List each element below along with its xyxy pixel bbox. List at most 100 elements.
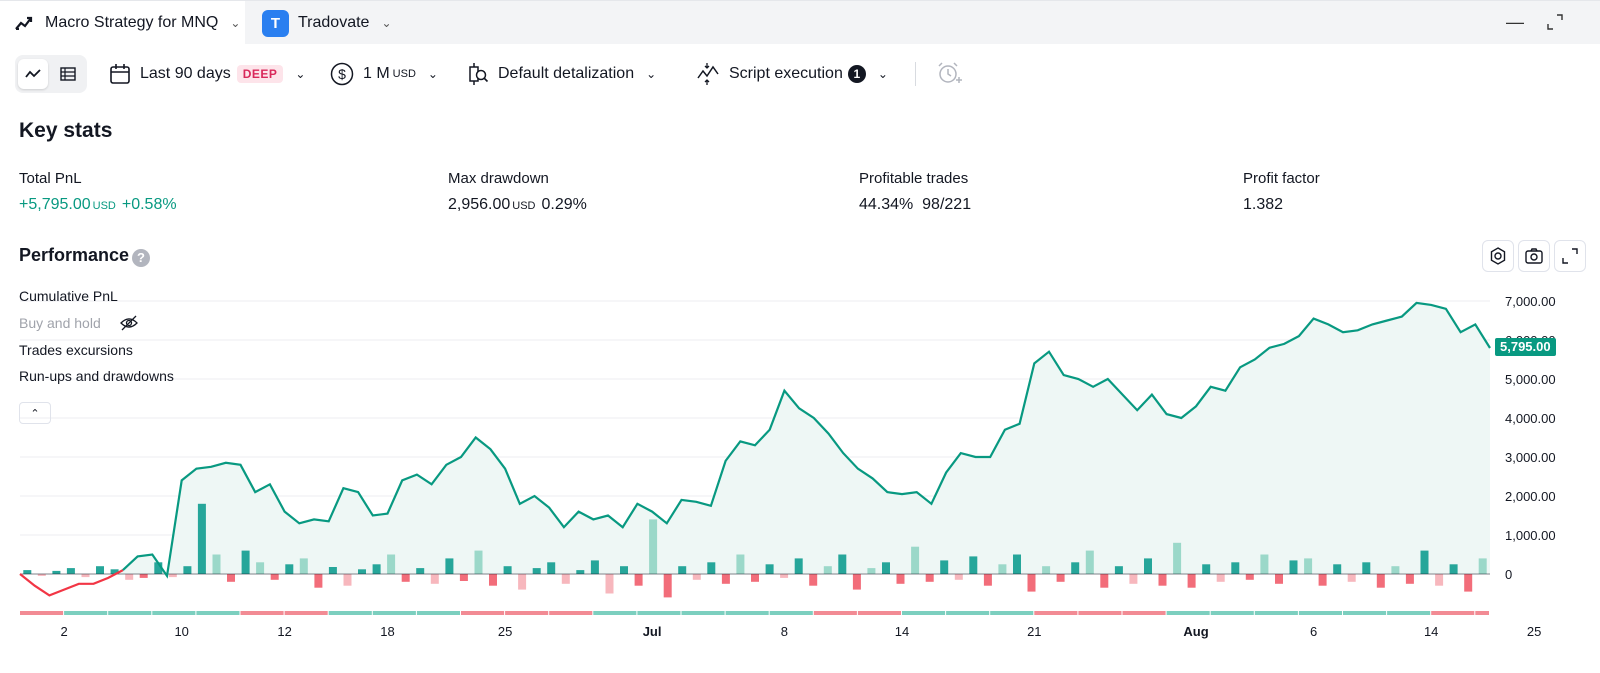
legend-trades-excursions[interactable]: Trades excursions [19, 342, 133, 358]
excursion-bar [445, 558, 454, 574]
chevron-down-icon[interactable]: ⌄ [230, 16, 241, 30]
y-tick-label: 1,000.00 [1505, 528, 1556, 543]
runup-drawdown-segment [990, 611, 1034, 615]
excursion-bar [692, 574, 701, 580]
collapse-legend-button[interactable]: ⌃ [19, 402, 51, 424]
excursion-bar [139, 574, 148, 578]
fullscreen-button[interactable] [1554, 240, 1586, 272]
runup-drawdown-segment [505, 611, 549, 615]
execution-count-badge: 1 [847, 65, 866, 83]
excursion-bar [183, 566, 192, 574]
max-drawdown-value: 2,956.00 USD 0.29% [448, 196, 587, 214]
excursion-bar [37, 574, 46, 576]
excursion-bar [489, 574, 497, 586]
add-alert-button[interactable] [936, 52, 971, 96]
excursion-bar [1435, 574, 1444, 586]
runup-drawdown-segment [1034, 611, 1078, 615]
tab-bar: Macro Strategy for MNQ ⌄ T Tradovate ⌄ — [0, 0, 1600, 45]
alarm-clock-add-icon [938, 62, 962, 83]
settings-button[interactable] [1482, 240, 1514, 272]
tab-strategy[interactable]: Macro Strategy for MNQ ⌄ [0, 1, 245, 45]
excursion-bar [1042, 566, 1051, 574]
excursion-bar [110, 569, 119, 574]
excursion-bar [1275, 574, 1283, 584]
maximize-icon[interactable] [1540, 7, 1570, 37]
runup-drawdown-segment [1166, 611, 1210, 615]
current-value-label: 5,795.00 [1495, 338, 1556, 356]
tradovate-logo-icon: T [262, 9, 289, 37]
chevron-down-icon[interactable]: ⌄ [381, 16, 392, 30]
runup-drawdown-segment [1343, 611, 1387, 615]
excursion-bar [590, 560, 599, 575]
excursion-bar [518, 574, 527, 590]
excursion-bar [576, 570, 585, 574]
y-tick-label: 0 [1505, 567, 1512, 582]
excursion-bar [532, 568, 541, 574]
capital-dropdown[interactable]: $ 1 M USD ⌄ [330, 52, 438, 96]
deep-badge: DEEP [236, 65, 284, 83]
profitable-trades-ratio: 98/221 [922, 196, 972, 213]
legend-runups-drawdowns[interactable]: Run-ups and drawdowns [19, 368, 174, 384]
x-tick-label: Aug [1183, 624, 1208, 639]
runup-drawdown-segment [1475, 611, 1489, 615]
legend-buy-and-hold[interactable]: Buy and hold [19, 315, 139, 331]
chevron-down-icon: ⌄ [877, 67, 888, 81]
runup-drawdown-segment [328, 611, 372, 615]
excursion-bar [969, 556, 978, 574]
date-range-dropdown[interactable]: Last 90 days DEEP ⌄ [109, 52, 305, 96]
y-tick-label: 7,000.00 [1505, 294, 1556, 309]
excursion-bar [1056, 574, 1065, 582]
runup-drawdown-segment [240, 611, 284, 615]
excursion-bar [241, 550, 250, 574]
excursion-bar [416, 568, 425, 574]
excursion-bar [620, 566, 628, 574]
excursion-bar [1405, 574, 1414, 584]
excursion-bar [168, 574, 177, 578]
y-tick-label: 2,000.00 [1505, 489, 1556, 504]
chevron-down-icon: ⌄ [427, 67, 438, 81]
excursion-bar [911, 546, 920, 574]
runup-drawdown-segment [1078, 611, 1122, 615]
detalization-dropdown[interactable]: Default detalization ⌄ [467, 52, 656, 96]
legend-cumulative-pnl[interactable]: Cumulative PnL [19, 288, 118, 304]
runup-drawdown-segment [1387, 611, 1431, 615]
chart-view-button[interactable] [18, 59, 48, 89]
view-toggle [15, 55, 87, 93]
x-tick-label: 25 [498, 624, 512, 639]
screenshot-button[interactable] [1518, 240, 1550, 272]
profitable-trades-percent: 44.34% [859, 196, 914, 213]
script-execution-label: Script execution [729, 65, 843, 82]
svg-text:$: $ [338, 66, 346, 82]
excursion-bar [358, 569, 366, 574]
minimize-icon[interactable]: — [1506, 12, 1524, 32]
profitable-trades-value: 44.34% 98/221 [859, 196, 971, 214]
tab-broker[interactable]: T Tradovate ⌄ [262, 1, 392, 45]
help-icon[interactable]: ? [132, 249, 150, 267]
excursion-bar [23, 570, 32, 574]
cumulative-pnl-area [20, 302, 1490, 574]
excursion-bar [1202, 564, 1211, 575]
performance-chart[interactable]: 7,000.006,000.005,000.004,000.003,000.00… [0, 280, 1600, 673]
excursion-bar [1027, 574, 1036, 592]
runup-drawdown-segment [946, 611, 990, 615]
excursion-bar [1333, 564, 1342, 575]
excursion-bar [285, 564, 294, 575]
excursion-bar [1144, 558, 1152, 574]
excursion-bar [678, 566, 687, 574]
runup-drawdown-segment [64, 611, 108, 615]
x-tick-label: 14 [1424, 624, 1438, 639]
key-stats-title: Key stats [19, 119, 113, 142]
chevron-down-icon: ⌄ [295, 67, 306, 81]
excursion-bar [809, 574, 818, 586]
runup-drawdown-segment [725, 611, 769, 615]
x-tick-label: 2 [60, 624, 67, 639]
excursion-bar [1231, 562, 1240, 574]
runup-drawdown-segment [108, 611, 152, 615]
excursion-bar [1347, 574, 1356, 582]
excursion-bar [1216, 574, 1225, 582]
script-execution-dropdown[interactable]: Script execution 1 ⌄ [696, 52, 888, 96]
excursion-bar [125, 574, 134, 580]
excursion-bar [503, 566, 512, 574]
performance-title: Performance [19, 245, 130, 265]
table-view-button[interactable] [53, 59, 83, 89]
